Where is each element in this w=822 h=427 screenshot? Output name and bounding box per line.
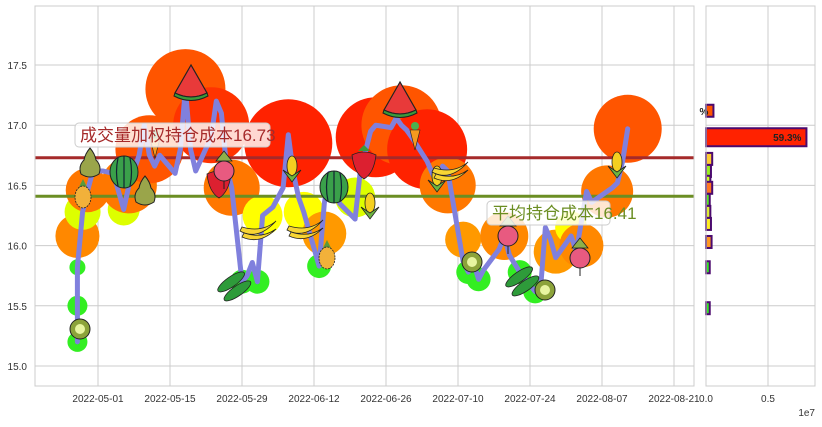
volume-profile-bar	[705, 151, 714, 166]
vwap-cost-label-text: 成交量加权持仓成本16.73	[80, 126, 276, 145]
side-grid	[705, 6, 815, 386]
x-tick-label: 2022-05-15	[144, 394, 196, 405]
volume-profile-bar	[705, 234, 713, 249]
whole-watermelon-icon	[109, 155, 139, 189]
volume-profile-bar	[705, 260, 711, 275]
volume-profile-bars: % 59.3%	[700, 103, 808, 316]
volume-profile-bar	[705, 301, 711, 316]
vwap-cost-label: 成交量加权持仓成本16.73	[74, 122, 276, 148]
y-tick-label: 15.0	[8, 362, 28, 373]
x-tick-label: 2022-07-24	[504, 394, 556, 405]
pineapple-icon	[318, 240, 336, 270]
corn-icon	[282, 155, 302, 183]
cost-labels: 成交量加权持仓成本16.73 平均持仓成本16.41	[74, 122, 637, 226]
pear-icon	[134, 175, 156, 206]
radish-icon	[213, 150, 235, 189]
side-frame	[705, 5, 816, 387]
avg-cost-label-text: 平均持仓成本16.41	[492, 204, 637, 223]
x-tick-label: 2022-08-21	[648, 394, 700, 405]
radish-icon	[569, 237, 591, 276]
fruit-decorations	[69, 63, 627, 340]
banana-icon	[431, 161, 469, 182]
carrot-icon	[409, 122, 421, 151]
volume-profile-bar	[705, 216, 712, 231]
bar-percent-label: 59.3%	[773, 133, 801, 144]
strawberry-icon	[351, 145, 377, 180]
peas-icon	[505, 266, 540, 297]
y-tick-label: 17.5	[8, 61, 28, 72]
volume-profile-bar	[705, 204, 712, 219]
kiwi-icon	[69, 318, 91, 340]
corn-icon	[607, 151, 627, 179]
peas-icon	[217, 271, 252, 302]
main-frame	[34, 5, 695, 387]
side-x-tick-label: 0.0	[699, 394, 713, 405]
x-tick-label: 2022-05-01	[72, 394, 124, 405]
x-tick-label: 2022-05-29	[216, 394, 268, 405]
watermelon-icon	[382, 80, 418, 118]
y-tick-label: 16.5	[8, 181, 28, 192]
volume-profile-bar	[705, 180, 714, 195]
x-tick-label: 2022-08-07	[576, 394, 628, 405]
volume-bubble	[445, 221, 482, 258]
x-tick-label: 2022-06-26	[360, 394, 412, 405]
main-axes: 15.0 15.5 16.0 16.5 17.0 17.5 2022-05-01 2022-0…	[8, 5, 700, 405]
bar-percent-label: %	[700, 107, 709, 118]
watermelon-icon	[173, 63, 209, 101]
y-tick-label: 15.5	[8, 302, 28, 313]
banana-icon	[286, 219, 324, 240]
kiwi-icon	[534, 279, 556, 301]
side-scale-label: 1e7	[798, 408, 815, 419]
banana-icon	[239, 220, 277, 241]
avg-cost-label: 平均持仓成本16.41	[486, 200, 637, 226]
pineapple-icon	[74, 179, 92, 209]
corn-icon	[360, 192, 380, 220]
x-tick-label: 2022-07-10	[432, 394, 484, 405]
side-axes: 0.0 0.5 1e7	[699, 5, 816, 419]
volume-profile-bar	[705, 192, 711, 207]
y-tick-label: 16.0	[8, 242, 28, 253]
side-x-tick-label: 0.5	[761, 394, 775, 405]
whole-watermelon-icon	[319, 170, 349, 204]
kiwi-icon	[461, 251, 483, 273]
pear-icon	[79, 147, 101, 178]
y-tick-label: 17.0	[8, 121, 28, 132]
x-tick-label: 2022-06-12	[288, 394, 340, 405]
